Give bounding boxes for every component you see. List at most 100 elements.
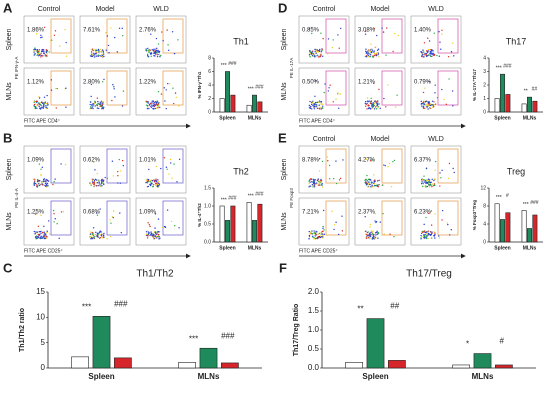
significance: ### xyxy=(530,200,539,206)
event-dot xyxy=(368,50,370,52)
y-axis-label: PE IFN-γ-A xyxy=(14,57,19,80)
event-dot xyxy=(441,88,443,91)
event-dot xyxy=(96,214,99,216)
column-label: Control xyxy=(313,136,336,143)
event-dot xyxy=(375,106,377,108)
event-dot xyxy=(427,105,430,107)
event-dot xyxy=(159,106,161,109)
event-dot xyxy=(318,158,321,160)
row-label: Spleen xyxy=(281,158,288,180)
event-dot xyxy=(425,236,428,238)
event-dot xyxy=(370,51,373,54)
event-dot xyxy=(322,105,324,107)
event-dot xyxy=(90,51,93,53)
event-dot xyxy=(173,163,175,165)
event-dot xyxy=(421,182,423,185)
y-tick-label: 1.5 xyxy=(308,306,320,315)
y-tick-label: 4 xyxy=(483,55,486,61)
event-dot xyxy=(111,160,114,162)
event-dot xyxy=(37,53,40,55)
event-dot xyxy=(319,181,321,183)
event-dot xyxy=(366,182,368,184)
event-dot xyxy=(147,222,149,224)
event-dot xyxy=(441,169,443,172)
event-dot xyxy=(89,103,91,106)
gate xyxy=(437,148,459,184)
event-dot xyxy=(36,231,39,233)
column-label: WLD xyxy=(428,6,444,13)
gate xyxy=(50,70,72,106)
event-dot xyxy=(425,237,428,240)
event-dot xyxy=(312,186,314,188)
event-dot xyxy=(374,101,376,103)
event-dot xyxy=(317,56,320,58)
event-dot xyxy=(338,107,340,110)
y-tick-label: 3 xyxy=(483,69,486,75)
event-dot xyxy=(38,237,40,239)
event-dot xyxy=(364,30,367,33)
event-dot xyxy=(41,231,44,234)
y-tick-label: 12 xyxy=(480,185,486,191)
event-dot xyxy=(90,104,93,106)
event-dot xyxy=(430,107,432,109)
event-dot xyxy=(443,98,445,101)
event-dot xyxy=(147,49,149,51)
bar xyxy=(219,98,225,113)
event-dot xyxy=(153,104,156,106)
event-dot xyxy=(94,56,97,58)
event-dot xyxy=(152,184,155,187)
event-dot xyxy=(42,233,44,235)
event-dot xyxy=(40,232,42,235)
event-dot xyxy=(152,49,154,51)
x-tick-label: Spleen xyxy=(494,115,510,121)
column-label: WLD xyxy=(428,136,444,143)
event-dot xyxy=(315,80,317,82)
event-dot xyxy=(422,56,424,58)
event-dot xyxy=(308,235,311,238)
event-dot xyxy=(41,36,43,38)
event-dot xyxy=(156,55,159,58)
significance: ### xyxy=(503,64,512,70)
event-dot xyxy=(171,31,174,33)
event-dot xyxy=(370,101,372,103)
y-tick-label: 4 xyxy=(483,221,486,227)
event-dot xyxy=(429,103,432,105)
event-dot xyxy=(98,185,101,187)
event-dot xyxy=(159,237,161,239)
event-dot xyxy=(375,232,377,234)
event-dot xyxy=(45,49,48,51)
gate-percent: 6.37% xyxy=(414,158,432,164)
event-dot xyxy=(376,185,379,188)
event-dot xyxy=(95,53,97,55)
event-dot xyxy=(47,185,49,187)
event-dot xyxy=(108,52,110,54)
event-dot xyxy=(62,211,65,213)
y-tick-label: 1.0 xyxy=(308,325,320,334)
event-dot xyxy=(155,180,158,183)
event-dot xyxy=(369,160,372,162)
event-dot xyxy=(156,237,158,239)
row-label: MLNs xyxy=(281,82,288,101)
event-dot xyxy=(375,34,378,37)
panel-letter: E xyxy=(278,130,287,145)
event-dot xyxy=(434,103,437,105)
event-dot xyxy=(377,52,380,54)
event-dot xyxy=(422,49,424,51)
event-dot xyxy=(150,183,153,185)
event-dot xyxy=(447,223,449,226)
event-dot xyxy=(431,231,433,233)
event-dot xyxy=(154,213,157,215)
x-axis-label: FITC APE CD25⁺ xyxy=(299,248,338,254)
event-dot xyxy=(149,234,151,237)
event-dot xyxy=(448,162,451,165)
event-dot xyxy=(434,84,436,86)
event-dot xyxy=(434,169,437,171)
event-dot xyxy=(152,50,155,52)
event-dot xyxy=(383,97,385,100)
event-dot xyxy=(327,160,329,162)
event-dot xyxy=(372,103,374,106)
event-dot xyxy=(317,178,319,180)
event-dot xyxy=(165,166,168,168)
y-tick-label: 8 xyxy=(483,203,486,209)
event-dot xyxy=(446,222,449,224)
